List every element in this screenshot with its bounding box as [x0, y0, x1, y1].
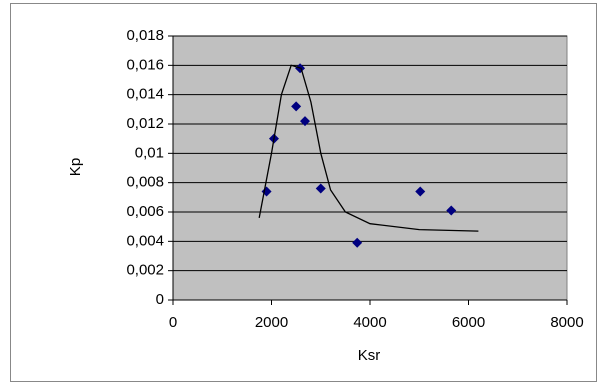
y-tick-label: 0,008: [126, 174, 164, 191]
y-tick-label: 0,016: [126, 56, 164, 73]
data-point: [352, 237, 363, 248]
y-tick-label: 0,004: [126, 232, 164, 249]
y-tick-label: 0,01: [135, 144, 164, 161]
data-point: [446, 205, 457, 216]
x-tick-label: 2000: [255, 314, 288, 331]
x-axis-label: Ksr: [358, 347, 381, 364]
data-point: [415, 186, 426, 197]
y-tick-label: 0,006: [126, 203, 164, 220]
data-point: [299, 116, 310, 127]
data-point: [291, 101, 302, 112]
y-tick-label: 0,018: [126, 27, 164, 44]
x-tick-label: 8000: [550, 314, 583, 331]
y-tick-label: 0: [156, 291, 164, 308]
x-tick-label: 0: [169, 314, 177, 331]
y-tick-label: 0,002: [126, 262, 164, 279]
trend-line: [258, 64, 479, 232]
y-tick-label: 0,014: [126, 86, 164, 103]
data-point: [315, 183, 326, 194]
x-tick-label: 6000: [452, 314, 485, 331]
x-tick-label: 4000: [353, 314, 386, 331]
y-axis-label: Kp: [67, 158, 84, 176]
plot-area: [172, 35, 568, 301]
y-tick-label: 0,012: [126, 115, 164, 132]
